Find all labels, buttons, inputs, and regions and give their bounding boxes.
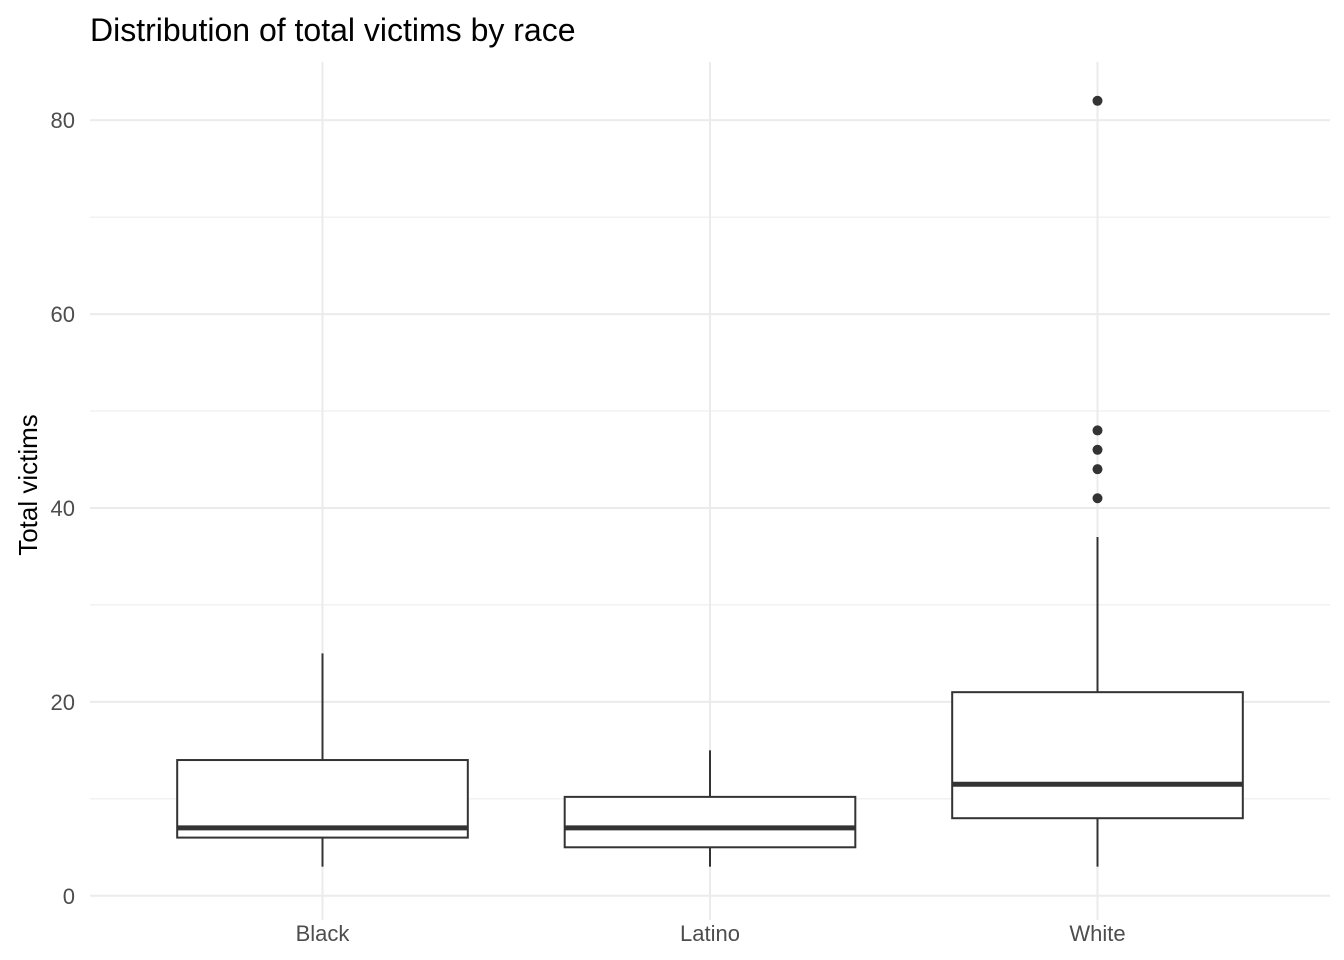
iqr-box [563,795,857,849]
y-tick-label: 20 [51,690,75,715]
x-tick-label: Latino [680,921,740,946]
x-tick-labels: Black Latino White [296,921,1126,946]
x-tick-label: White [1069,921,1125,946]
iqr-box [176,759,469,839]
outlier-point [1092,444,1103,455]
x-tick-label: Black [296,921,351,946]
iqr-box [951,691,1244,820]
outlier-point [1092,95,1103,106]
chart-title: Distribution of total victims by race [90,12,576,48]
y-tick-label: 60 [51,302,75,327]
outlier-point [1092,493,1103,504]
y-axis-label: Total victims [13,414,43,556]
boxes [176,95,1244,867]
y-tick-label: 0 [63,884,75,909]
y-tick-label: 80 [51,108,75,133]
y-tick-labels: 0 20 40 60 80 [51,108,75,909]
box-latino [563,750,857,867]
outlier-point [1092,425,1103,436]
box-black [176,653,469,867]
y-tick-label: 40 [51,496,75,521]
outlier-point [1092,464,1103,475]
box-white [951,95,1244,867]
